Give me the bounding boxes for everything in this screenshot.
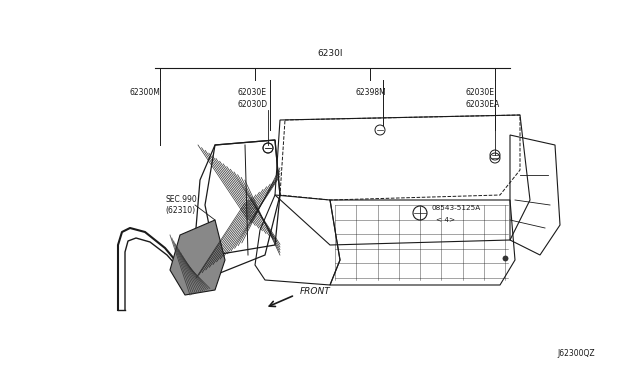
Text: SEC.990: SEC.990 — [165, 196, 196, 205]
Text: J62300QZ: J62300QZ — [557, 349, 595, 358]
Text: 62030D: 62030D — [238, 100, 268, 109]
Text: 08543-5125A: 08543-5125A — [432, 205, 481, 211]
Text: 62398M: 62398M — [355, 88, 386, 97]
Text: 62030E: 62030E — [238, 88, 267, 97]
Text: 62030EA: 62030EA — [466, 100, 500, 109]
Text: 62030E: 62030E — [466, 88, 495, 97]
Text: FRONT: FRONT — [300, 288, 331, 296]
Text: 6230I: 6230I — [317, 49, 343, 58]
Text: < 4>: < 4> — [436, 217, 455, 223]
Text: 62300M: 62300M — [130, 88, 161, 97]
Text: (62310): (62310) — [165, 205, 195, 215]
Polygon shape — [170, 220, 225, 295]
